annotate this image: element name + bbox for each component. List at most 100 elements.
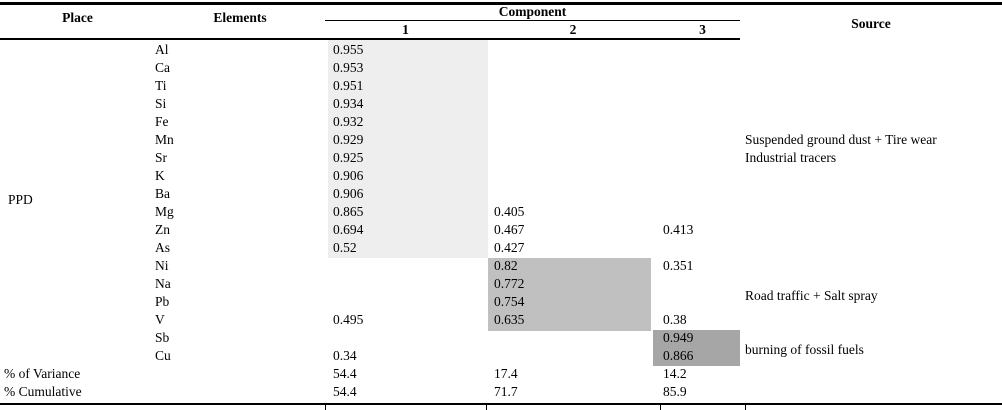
table-row: Ca 0.953	[0, 59, 1002, 77]
source-annotation-fossil-fuels: burning of fossil fuels	[745, 341, 1000, 359]
table-row: Ba 0.906	[0, 185, 1002, 203]
loading-value-c1: 0.953	[333, 60, 364, 75]
loading-value-c3: 0.866	[663, 348, 694, 363]
element-label: Pb	[155, 294, 170, 309]
element-label: Mg	[155, 204, 174, 219]
place-column-header: Place	[62, 10, 93, 25]
variance-row-label: % of Variance	[4, 366, 81, 381]
table-row: Ni 0.82 0.351	[0, 257, 1002, 275]
bottom-rule	[0, 403, 1002, 405]
variance-row: % of Variance 54.4 17.4 14.2	[0, 365, 1002, 383]
element-label: Na	[155, 276, 171, 291]
table-row: As 0.52 0.427	[0, 239, 1002, 257]
loading-value-c1: 0.694	[333, 222, 364, 237]
table-row: Cu 0.34 0.866	[0, 347, 1002, 365]
element-label: Al	[155, 42, 169, 57]
source-annotation-line: Road traffic + Salt spray	[745, 288, 878, 303]
loading-value-c2: 0.772	[494, 276, 525, 291]
element-label: Cu	[155, 348, 171, 363]
loading-value-c3: 0.413	[663, 222, 694, 237]
component-column-header: Component	[498, 4, 567, 19]
variance-value-c3: 14.2	[663, 366, 687, 381]
table-row: Mn 0.929	[0, 131, 1002, 149]
loading-value-c1: 0.52	[333, 240, 357, 255]
variance-value-c2: 17.4	[494, 366, 518, 381]
source-annotation-line: Industrial tracers	[745, 150, 837, 165]
cumulative-value-c3: 85.9	[663, 384, 687, 399]
loading-value-c1: 0.929	[333, 132, 364, 147]
table-row: Ti 0.951	[0, 77, 1002, 95]
component-header-underline	[325, 20, 740, 21]
cumulative-value-c2: 71.7	[494, 384, 518, 399]
table-row: Fe 0.932	[0, 113, 1002, 131]
element-rows: Al 0.955 Ca 0.953 Ti 0.951 Si 0.934 Fe 0.932 Mn 0.9…	[0, 41, 1002, 365]
element-label: Ba	[155, 186, 170, 201]
highlight-component3-block	[653, 330, 740, 366]
loading-value-c3: 0.38	[663, 312, 687, 327]
source-annotation-line: Suspended ground dust + Tire wear	[745, 132, 937, 147]
component-subcolumn-1-header: 1	[402, 22, 409, 37]
source-annotation-dust: Suspended ground dust + Tire wear Indust…	[745, 131, 1000, 167]
table-row: Sb 0.949	[0, 329, 1002, 347]
place-group-label: PPD	[8, 192, 33, 207]
cumulative-row: % Cumulative 54.4 71.7 85.9	[0, 383, 1002, 401]
table-row: Na 0.772	[0, 275, 1002, 293]
element-label: Zn	[155, 222, 170, 237]
loading-value-c3: 0.351	[663, 258, 694, 273]
element-label: Fe	[155, 114, 169, 129]
element-label: K	[155, 168, 165, 183]
variance-value-c1: 54.4	[333, 366, 357, 381]
loading-value-c2: 0.467	[494, 222, 525, 237]
element-label: Sr	[155, 150, 168, 165]
loading-value-c1: 0.495	[333, 312, 364, 327]
source-annotation-line: burning of fossil fuels	[745, 342, 864, 357]
highlight-component1-block	[328, 40, 488, 258]
loading-value-c1: 0.906	[333, 186, 364, 201]
element-label: Sb	[155, 330, 170, 345]
element-label: Ti	[155, 78, 167, 93]
loading-value-c1: 0.34	[333, 348, 357, 363]
element-label: Ni	[155, 258, 169, 273]
table-row: Mg 0.865 0.405	[0, 203, 1002, 221]
table-row: Zn 0.694 0.467 0.413	[0, 221, 1002, 239]
loading-value-c1: 0.906	[333, 168, 364, 183]
element-label: Mn	[155, 132, 174, 147]
table-row: Si 0.934	[0, 95, 1002, 113]
column-tick	[660, 405, 661, 410]
column-tick	[745, 405, 746, 410]
element-label: Si	[155, 96, 167, 111]
cumulative-row-label: % Cumulative	[4, 384, 82, 399]
table-row: Al 0.955	[0, 41, 1002, 59]
source-column-header: Source	[851, 16, 891, 31]
loading-value-c2: 0.82	[494, 258, 518, 273]
top-rule	[0, 2, 1002, 5]
highlight-component2-block	[488, 258, 651, 331]
column-tick	[325, 405, 326, 410]
column-tick	[486, 405, 487, 410]
loading-value-c3: 0.949	[663, 330, 694, 345]
loading-value-c1: 0.934	[333, 96, 364, 111]
loading-value-c2: 0.427	[494, 240, 525, 255]
component-subcolumn-2-header: 2	[569, 22, 577, 37]
component-subcolumn-3-header: 3	[699, 22, 706, 37]
loading-value-c1: 0.925	[333, 150, 364, 165]
header-bottom-rule	[0, 38, 740, 40]
loading-value-c2: 0.635	[494, 312, 525, 327]
table-row: V 0.495 0.635 0.38	[0, 311, 1002, 329]
loading-value-c2: 0.754	[494, 294, 525, 309]
element-label: V	[155, 312, 165, 327]
element-label: Ca	[155, 60, 170, 75]
element-label: As	[155, 240, 171, 255]
loading-value-c2: 0.405	[494, 204, 525, 219]
loading-value-c1: 0.932	[333, 114, 364, 129]
table-row: Pb 0.754	[0, 293, 1002, 311]
loading-value-c1: 0.951	[333, 78, 364, 93]
source-annotation-road-traffic: Road traffic + Salt spray	[745, 287, 1000, 305]
table-row: Sr 0.925	[0, 149, 1002, 167]
elements-column-header: Elements	[213, 10, 267, 25]
loading-value-c1: 0.865	[333, 204, 364, 219]
loading-value-c1: 0.955	[333, 42, 364, 57]
table-row: K 0.906	[0, 167, 1002, 185]
cumulative-value-c1: 54.4	[333, 384, 357, 399]
